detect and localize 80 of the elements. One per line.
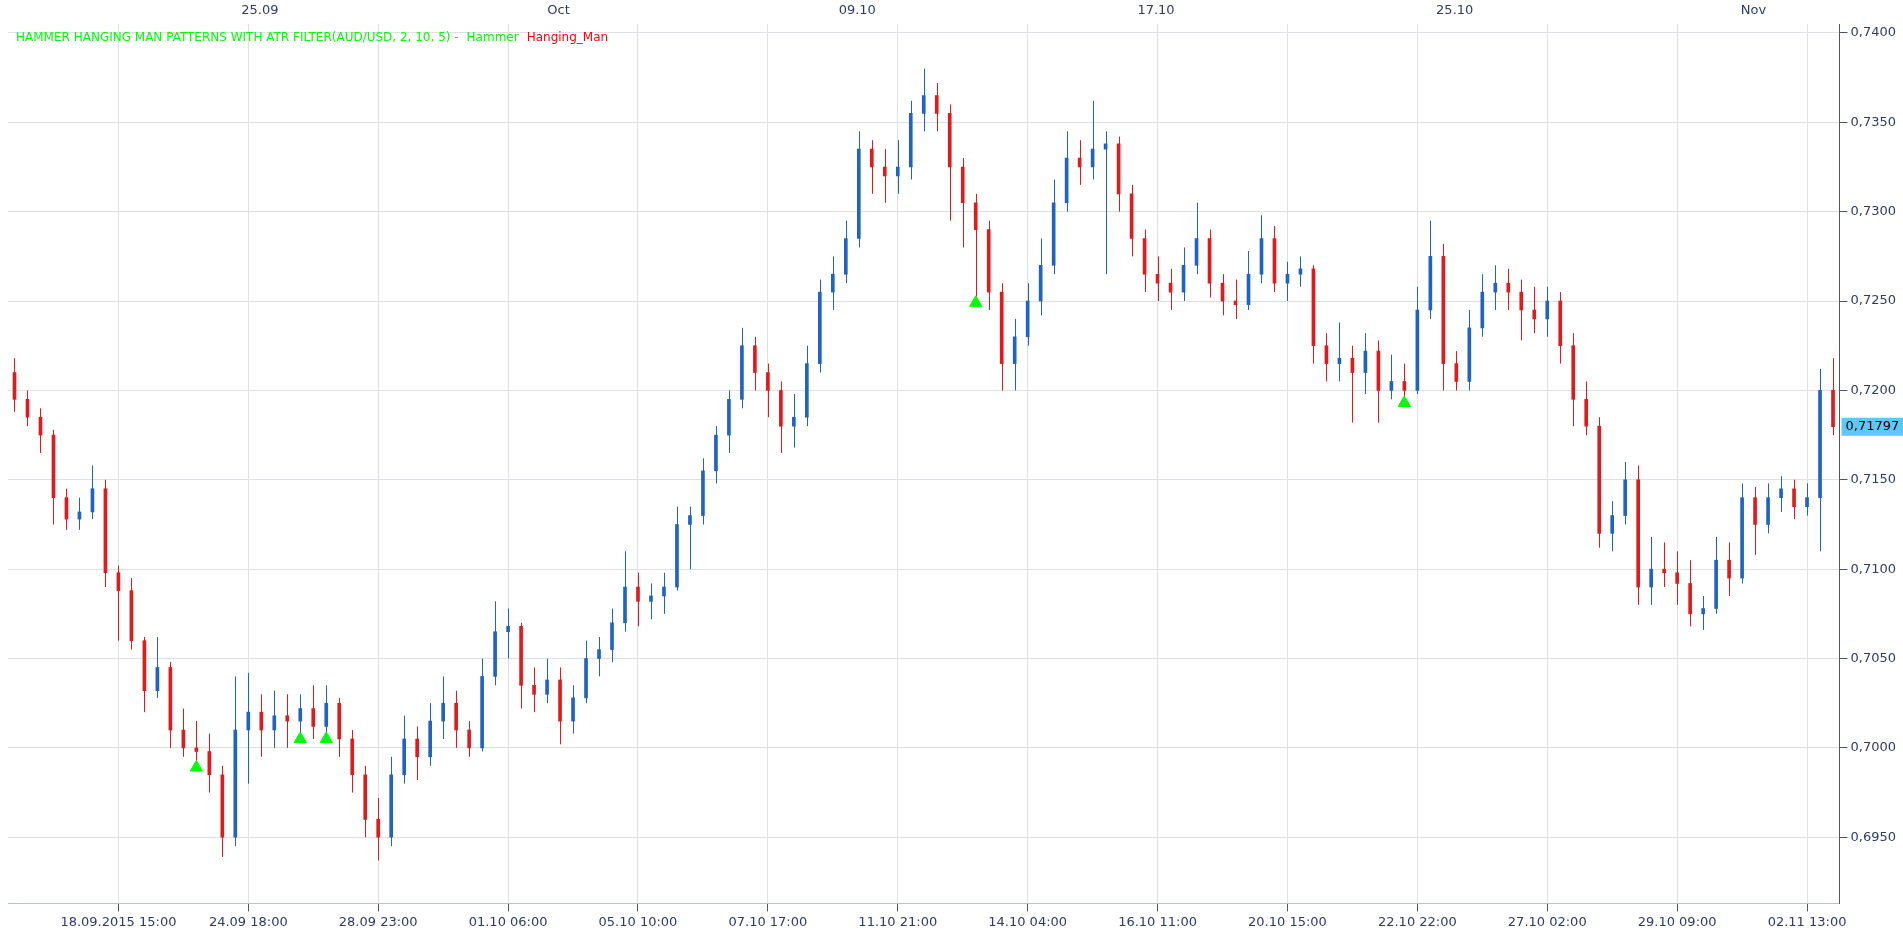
candlestick xyxy=(649,582,653,620)
text: 09.10 xyxy=(837,2,877,19)
text: Hammer xyxy=(466,30,519,44)
y-tick-label: 0,7200 xyxy=(1850,381,1897,397)
point xyxy=(293,731,307,743)
candlestick xyxy=(934,82,939,132)
x-tick-label: 05.10 10:00 xyxy=(598,913,678,929)
candlestick xyxy=(272,690,277,749)
y-tick-label: 0,7150 xyxy=(1850,471,1897,487)
candlestick xyxy=(1454,350,1459,391)
text: Nov xyxy=(1739,2,1768,19)
candlestick xyxy=(1701,595,1705,631)
candlestick xyxy=(636,572,640,627)
text: 17.10 xyxy=(1136,2,1176,19)
x-tick-label: 11.10 21:00 xyxy=(858,913,938,929)
candlestick xyxy=(1805,482,1809,517)
x-tick-label: 27.10 02:00 xyxy=(1507,913,1587,929)
candlestick xyxy=(792,393,796,449)
x-tick-label: 07.10 17:00 xyxy=(728,913,808,929)
y-tick-label: 0,7400 xyxy=(1850,24,1897,40)
candlestick xyxy=(662,572,666,615)
candlestick xyxy=(1493,264,1498,311)
x-tick-label: 02.11 13:00 xyxy=(1767,913,1847,929)
text: 25.10 xyxy=(1435,2,1475,19)
point xyxy=(189,760,203,772)
candlestick xyxy=(259,693,264,758)
point xyxy=(969,295,983,307)
candlestick xyxy=(376,797,381,861)
x-tick-label: 16.10 11:00 xyxy=(1118,913,1197,929)
text: 0,71797 xyxy=(1845,418,1900,434)
text: Oct xyxy=(546,2,571,19)
x-tick-label: 28.09 23:00 xyxy=(338,913,418,929)
candlestick xyxy=(869,139,874,195)
candlestick xyxy=(467,720,471,758)
point xyxy=(1397,395,1411,407)
candlestick xyxy=(1610,500,1615,552)
candlestick xyxy=(1506,268,1511,311)
text: 25.09 xyxy=(240,2,280,19)
candlestick xyxy=(441,675,445,740)
y-tick-label: 0,7300 xyxy=(1850,203,1897,219)
candlestick xyxy=(688,506,692,570)
candlestick xyxy=(506,607,510,660)
candlestick xyxy=(1532,286,1537,334)
y-tick-label: 0,7000 xyxy=(1850,739,1897,755)
candlestick xyxy=(895,139,900,195)
candlestick xyxy=(1792,479,1796,520)
candlestick xyxy=(1662,541,1666,588)
y-tick-label: 0,7350 xyxy=(1850,113,1897,129)
x-tick-label: 18.09.2015 15:00 xyxy=(60,913,177,929)
candlestick xyxy=(1727,541,1731,597)
text: HAMMER HANGING MAN PATTERNS WITH ATR FILTER(AUD/USD, 2, 10, 5) - xyxy=(16,30,459,44)
candlestick xyxy=(415,725,419,781)
x-tick-label: 29.10 09:00 xyxy=(1637,913,1717,929)
candlestick xyxy=(1519,279,1524,341)
x-tick-label: 22.10 22:00 xyxy=(1377,913,1457,929)
candlestick xyxy=(831,255,835,311)
candlestick xyxy=(571,684,575,735)
candlestick xyxy=(1779,475,1783,513)
x-tick-label: 24.09 18:00 xyxy=(208,913,288,929)
candlestick xyxy=(532,666,536,713)
legend-label: Hanging_Man xyxy=(526,30,609,44)
y-tick-label: 0,7050 xyxy=(1850,649,1897,665)
x-tick-label: 20.10 15:00 xyxy=(1248,913,1327,929)
candlestick xyxy=(246,672,251,785)
candlestick xyxy=(766,363,770,418)
y-tick-label: 0,6950 xyxy=(1850,828,1897,844)
y-tick-label: 0,7250 xyxy=(1850,292,1897,308)
candlestick xyxy=(311,684,316,740)
candlestick xyxy=(285,693,290,749)
x-tick-label: 14.10 04:00 xyxy=(988,913,1068,929)
candlestick xyxy=(545,658,549,704)
y-tick-label: 0,7100 xyxy=(1850,560,1897,576)
candlestick xyxy=(1545,286,1550,338)
candlestick xyxy=(1649,536,1653,606)
candlestick xyxy=(921,68,926,132)
point xyxy=(319,731,333,743)
candlestick xyxy=(1675,550,1679,606)
candlestick xyxy=(597,636,601,677)
x-tick-label: 01.10 06:00 xyxy=(468,913,548,929)
candlestick xyxy=(882,148,887,204)
